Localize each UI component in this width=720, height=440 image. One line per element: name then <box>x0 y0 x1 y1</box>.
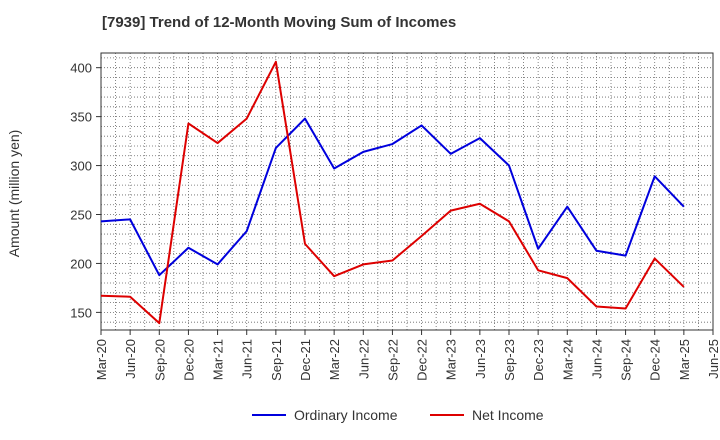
series-layer <box>100 60 685 325</box>
grid <box>100 53 714 330</box>
x-tick-label: Jun-23 <box>473 339 488 379</box>
y-tick-label: 150 <box>70 305 92 320</box>
x-tick-label: Jun-22 <box>356 339 371 379</box>
y-axis-label: Amount (million yen) <box>6 130 22 258</box>
x-tick-label: Mar-22 <box>327 339 342 380</box>
x-tick-label: Dec-22 <box>415 339 430 381</box>
legend: Ordinary Income Net Income <box>252 407 544 423</box>
y-tick-label: 250 <box>70 208 92 223</box>
x-tick-label: Sep-24 <box>619 339 634 381</box>
y-tick-label: 400 <box>70 61 92 76</box>
x-tick-label: Mar-24 <box>560 339 575 380</box>
x-tick-label: Dec-24 <box>648 339 663 381</box>
y-tick-label: 200 <box>70 256 92 271</box>
legend-label-ordinary-income: Ordinary Income <box>294 407 398 423</box>
x-tick-label: Mar-23 <box>444 339 459 380</box>
x-tick-label: Mar-21 <box>211 339 226 380</box>
x-tick-label: Sep-21 <box>269 339 284 381</box>
x-tick-label: Sep-20 <box>152 339 167 381</box>
x-tick-label: Jun-24 <box>589 339 604 379</box>
chart-title: [7939] Trend of 12-Month Moving Sum of I… <box>102 14 457 31</box>
x-tick-label: Dec-21 <box>298 339 313 381</box>
x-tick-label: Mar-20 <box>94 339 109 380</box>
x-tick-label: Mar-25 <box>677 339 692 380</box>
x-tick-label: Jun-20 <box>123 339 138 379</box>
x-tick-label: Jun-25 <box>706 339 720 379</box>
x-tick-label: Dec-23 <box>531 339 546 381</box>
plot-frame <box>100 52 714 331</box>
x-axis: Mar-20 Jun-20 Sep-20 Dec-20 Mar-21 Jun-21 Sep-… <box>94 330 720 381</box>
y-tick-label: 300 <box>70 159 92 174</box>
x-tick-label: Jun-21 <box>240 339 255 379</box>
x-tick-label: Dec-20 <box>181 339 196 381</box>
y-axis: 150 200 250 300 350 400 <box>70 61 101 320</box>
x-tick-label: Sep-23 <box>502 339 517 381</box>
x-tick-label: Sep-22 <box>385 339 400 381</box>
legend-label-net-income: Net Income <box>472 407 544 423</box>
series-line-ordinary-income <box>100 117 685 277</box>
series-line-net-income <box>100 60 685 325</box>
y-tick-label: 350 <box>70 110 92 125</box>
